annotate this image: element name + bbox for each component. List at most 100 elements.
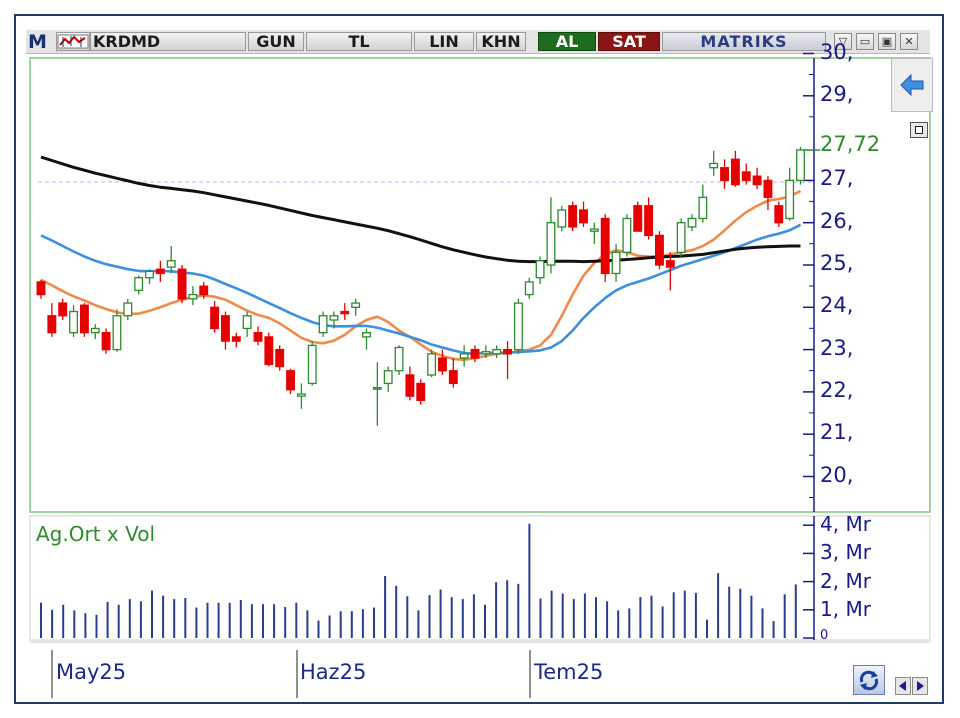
volume-tick-label: 2, Mr xyxy=(820,568,871,593)
candle-body xyxy=(416,382,426,402)
sell-button[interactable]: SAT xyxy=(598,32,660,51)
candle-body xyxy=(676,222,686,253)
candle-body xyxy=(210,306,220,330)
scroll-left-icon[interactable] xyxy=(895,677,911,695)
candle-body xyxy=(622,217,632,253)
minimize-icon[interactable]: ▭ xyxy=(856,33,874,50)
currency-button[interactable]: TL xyxy=(306,32,412,51)
candle-body xyxy=(383,370,393,385)
candle-body xyxy=(655,234,664,266)
candle-body xyxy=(340,310,350,315)
candle-body xyxy=(264,336,274,366)
candle-body xyxy=(307,344,317,385)
candle-body xyxy=(90,327,100,334)
candle-body xyxy=(58,302,68,317)
candle-body xyxy=(513,302,523,351)
refresh-button[interactable] xyxy=(853,665,885,695)
scale-button[interactable]: LIN xyxy=(414,32,474,51)
chart-toolbar: M KRDMD GUN TL LIN KHN AL SAT MATRIKS ▽ … xyxy=(26,30,930,54)
candle-body xyxy=(177,268,187,300)
price-tick-label: 21, xyxy=(820,420,854,445)
candlestick-series xyxy=(36,146,805,426)
scroll-left-arrow-button[interactable] xyxy=(891,58,933,112)
moving-average-line xyxy=(40,189,802,362)
price-tick-label: 24, xyxy=(820,293,854,318)
candle-body xyxy=(101,332,111,351)
candle-body xyxy=(752,175,762,186)
candle-body xyxy=(372,387,382,390)
candle-body xyxy=(459,353,469,359)
candle-body xyxy=(600,217,610,275)
dropdown-icon[interactable]: ▽ xyxy=(834,33,852,50)
candle-body xyxy=(763,179,773,198)
candle-body xyxy=(665,260,675,268)
candle-body xyxy=(123,302,133,317)
candle-body xyxy=(296,393,306,397)
candle-body xyxy=(709,162,719,169)
price-tick-label: 26, xyxy=(820,208,854,233)
candle-body xyxy=(286,370,295,391)
candle-body xyxy=(730,158,740,186)
volume-tick-label: 3, Mr xyxy=(820,540,871,565)
candle-body xyxy=(220,315,230,342)
candle-body xyxy=(481,351,491,355)
candle-body xyxy=(351,302,361,308)
refresh-icon xyxy=(859,670,879,691)
price-tick-label: 23, xyxy=(820,335,854,360)
last-price-label: 27,72 xyxy=(820,132,881,156)
candle-body xyxy=(448,370,458,385)
moving-average-lines xyxy=(40,155,802,362)
price-tick-label: 30, xyxy=(820,39,854,64)
candle-body xyxy=(166,260,176,268)
candle-body xyxy=(275,348,285,368)
price-panel-border xyxy=(29,57,931,513)
volume-tick-label: 4, Mr xyxy=(820,512,871,537)
buy-button[interactable]: AL xyxy=(538,32,596,51)
price-tick-label: 29, xyxy=(820,81,854,106)
chart-type-icon[interactable] xyxy=(56,32,90,51)
brand-label: MATRIKS xyxy=(662,32,826,51)
candle-body xyxy=(774,205,784,224)
date-label-may: May25 xyxy=(56,660,127,684)
volume-bars xyxy=(40,523,797,638)
date-label-tem: Tem25 xyxy=(534,660,604,684)
candle-body xyxy=(687,217,697,228)
candle-body xyxy=(589,228,599,232)
candle-body xyxy=(242,315,252,330)
volume-tick-label: 1, Mr xyxy=(820,596,871,621)
candle-body xyxy=(69,310,78,334)
candle-body xyxy=(796,149,805,182)
candle-body xyxy=(535,260,545,279)
close-icon[interactable]: ✕ xyxy=(900,33,918,50)
candle-body xyxy=(394,346,404,372)
scroll-right-icon[interactable] xyxy=(912,677,928,695)
candle-body xyxy=(188,293,198,300)
candle-body xyxy=(524,281,534,296)
price-tick-label: 20, xyxy=(820,462,854,487)
candle-body xyxy=(644,205,654,237)
candle-body xyxy=(329,315,339,321)
chart-style-button[interactable]: KHN xyxy=(476,32,526,51)
candle-body xyxy=(199,285,209,296)
candle-body xyxy=(546,222,556,266)
candle-body xyxy=(405,374,415,397)
period-button[interactable]: GUN xyxy=(248,32,304,51)
candle-body xyxy=(492,348,502,355)
panel-toggle-button[interactable] xyxy=(910,122,928,138)
maximize-icon[interactable]: ▣ xyxy=(878,33,896,50)
candle-body xyxy=(720,167,729,182)
candle-body xyxy=(568,205,578,228)
moving-average-line xyxy=(40,155,801,264)
candle-body xyxy=(155,268,165,275)
volume-panel-border xyxy=(29,515,931,641)
candle-body xyxy=(36,281,46,296)
symbol-field[interactable]: KRDMD xyxy=(90,32,246,51)
candle-body xyxy=(785,179,795,220)
candle-body xyxy=(318,315,328,334)
price-tick-label: 22, xyxy=(820,377,854,402)
candle-body xyxy=(611,251,621,275)
candle-body xyxy=(253,332,263,342)
candle-body xyxy=(437,357,447,372)
candle-body xyxy=(134,277,144,292)
